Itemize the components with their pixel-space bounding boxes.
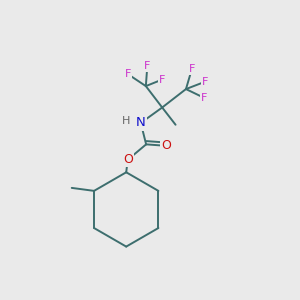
Text: H: H: [122, 116, 131, 126]
Text: F: F: [159, 75, 165, 85]
Text: F: F: [144, 61, 151, 71]
Text: F: F: [189, 64, 195, 74]
Text: O: O: [123, 153, 133, 166]
Text: F: F: [201, 93, 208, 103]
Text: N: N: [136, 116, 146, 130]
Text: F: F: [202, 76, 208, 87]
Text: F: F: [125, 69, 131, 79]
Text: O: O: [161, 139, 171, 152]
